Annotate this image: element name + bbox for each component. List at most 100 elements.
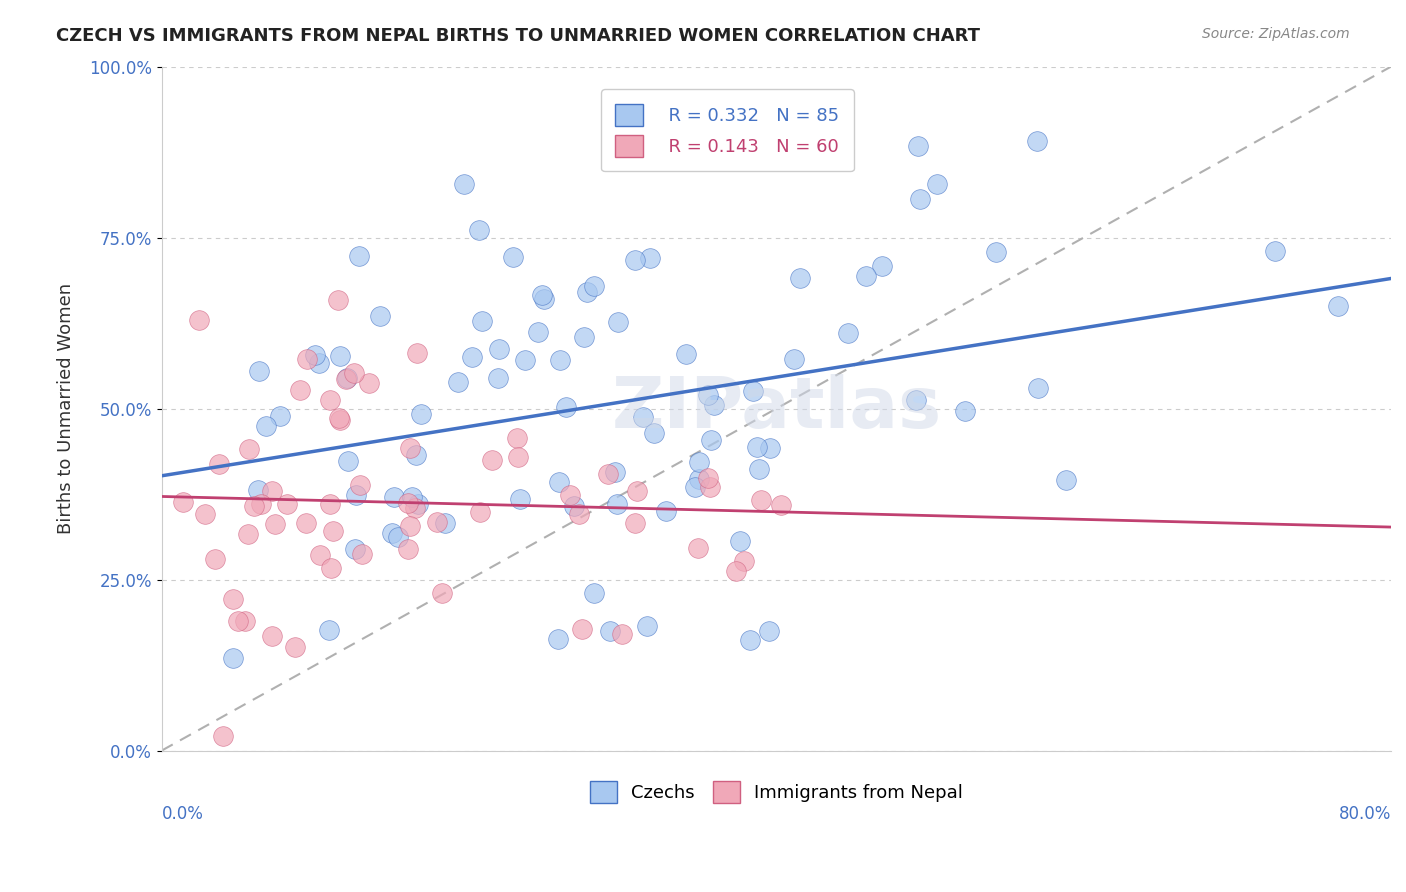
Point: [759, 441, 782, 455]
Point: [1028, 381, 1050, 395]
Point: [430, 586, 453, 600]
Point: [236, 527, 259, 541]
Point: [703, 398, 725, 412]
Point: [344, 541, 367, 556]
Point: [733, 554, 755, 568]
Point: [675, 347, 697, 361]
Point: [406, 497, 429, 511]
Legend: Czechs, Immigrants from Nepal: Czechs, Immigrants from Nepal: [582, 773, 970, 810]
Text: CZECH VS IMMIGRANTS FROM NEPAL BIRTHS TO UNMARRIED WOMEN CORRELATION CHART: CZECH VS IMMIGRANTS FROM NEPAL BIRTHS TO…: [56, 27, 980, 45]
Point: [554, 400, 576, 414]
Point: [204, 552, 226, 566]
Point: [953, 404, 976, 418]
Point: [638, 251, 661, 265]
Y-axis label: Births to Unmarried Women: Births to Unmarried Women: [58, 283, 75, 534]
Point: [328, 410, 350, 425]
Point: [607, 315, 630, 329]
Point: [222, 591, 245, 606]
Point: [337, 453, 360, 467]
Point: [247, 364, 270, 378]
Point: [688, 541, 710, 555]
Point: [599, 624, 621, 638]
Point: [405, 448, 427, 462]
Point: [453, 177, 475, 191]
Point: [748, 462, 770, 476]
Point: [368, 309, 391, 323]
Point: [344, 488, 367, 502]
Point: [1054, 474, 1077, 488]
Point: [837, 326, 859, 340]
Point: [321, 560, 343, 574]
Point: [624, 516, 647, 530]
Point: [758, 624, 780, 638]
Point: [697, 471, 720, 485]
Point: [319, 393, 342, 408]
Text: Source: ZipAtlas.com: Source: ZipAtlas.com: [1202, 27, 1350, 41]
Point: [907, 138, 929, 153]
Point: [318, 623, 340, 637]
Point: [350, 547, 373, 561]
Point: [598, 467, 620, 481]
Point: [233, 614, 256, 628]
Point: [308, 356, 330, 370]
Point: [738, 633, 761, 648]
Point: [194, 507, 217, 521]
Point: [308, 548, 330, 562]
Point: [571, 623, 593, 637]
Point: [349, 478, 371, 492]
Point: [250, 497, 273, 511]
Point: [406, 346, 429, 360]
Point: [243, 500, 266, 514]
Point: [269, 409, 291, 423]
Point: [526, 326, 548, 340]
Point: [783, 352, 806, 367]
Point: [633, 409, 655, 424]
Point: [509, 492, 531, 507]
Point: [461, 351, 484, 365]
Point: [486, 371, 509, 385]
Point: [433, 516, 456, 530]
Point: [247, 483, 270, 498]
Point: [612, 626, 634, 640]
Point: [547, 632, 569, 647]
Point: [262, 629, 284, 643]
Text: ZIPatlas: ZIPatlas: [612, 374, 942, 443]
Point: [654, 503, 676, 517]
Point: [238, 442, 260, 456]
Point: [381, 526, 404, 541]
Point: [260, 484, 283, 499]
Point: [471, 314, 494, 328]
Point: [294, 516, 316, 531]
Point: [749, 493, 772, 508]
Point: [335, 372, 357, 386]
Point: [336, 371, 359, 385]
Point: [688, 455, 710, 469]
Point: [855, 268, 877, 283]
Point: [222, 651, 245, 665]
Point: [188, 313, 211, 327]
Point: [603, 465, 626, 479]
Point: [986, 245, 1008, 260]
Point: [548, 353, 571, 368]
Point: [626, 483, 648, 498]
Point: [172, 495, 194, 509]
Point: [329, 349, 352, 363]
Point: [530, 287, 553, 301]
Point: [263, 516, 285, 531]
Point: [870, 259, 893, 273]
Point: [426, 515, 449, 529]
Point: [560, 488, 582, 502]
Point: [488, 342, 510, 356]
Point: [1264, 244, 1286, 259]
Point: [683, 479, 706, 493]
Point: [359, 376, 381, 390]
Point: [1326, 299, 1348, 313]
Point: [564, 500, 586, 514]
Point: [254, 419, 277, 434]
Point: [575, 285, 598, 300]
Point: [318, 497, 340, 511]
Point: [396, 541, 419, 556]
Point: [387, 530, 409, 544]
Point: [447, 375, 470, 389]
Point: [226, 615, 249, 629]
